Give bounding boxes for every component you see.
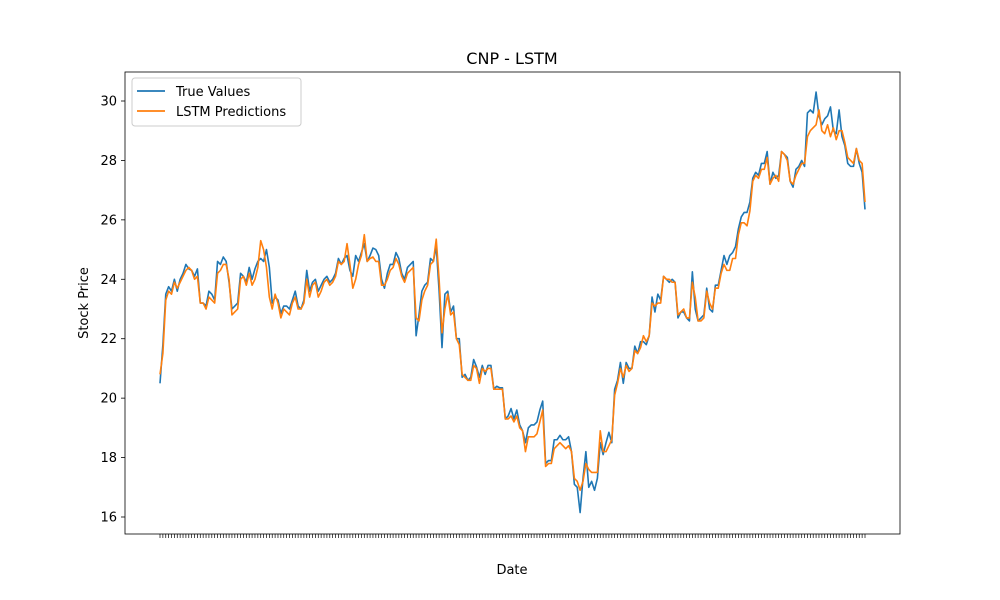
series-line-lstm-predictions	[159, 109, 866, 492]
legend: True Values LSTM Predictions	[131, 77, 302, 127]
y-tick-label: 18	[100, 451, 117, 466]
y-tick-label: 28	[100, 154, 117, 169]
legend-label-lstm-predictions: LSTM Predictions	[176, 105, 286, 120]
plot-frame	[124, 71, 901, 535]
y-axis: 16 18 20 22 24 26 28 30	[100, 95, 125, 526]
y-tick-label: 26	[100, 213, 117, 228]
series-lines	[159, 91, 866, 514]
y-tick-label: 16	[100, 511, 117, 526]
y-tick-label: 30	[100, 95, 117, 110]
y-tick-label: 24	[100, 273, 117, 288]
x-axis-ticks	[159, 534, 866, 538]
legend-label-true-values: True Values	[175, 85, 250, 100]
x-axis-label: Date	[496, 563, 527, 578]
chart-title: CNP - LSTM	[466, 49, 557, 68]
y-tick-label: 22	[100, 332, 117, 347]
legend-box	[131, 77, 302, 127]
y-axis-label: Stock Price	[77, 267, 92, 339]
plot-area	[125, 72, 900, 534]
y-tick-label: 20	[100, 392, 117, 407]
